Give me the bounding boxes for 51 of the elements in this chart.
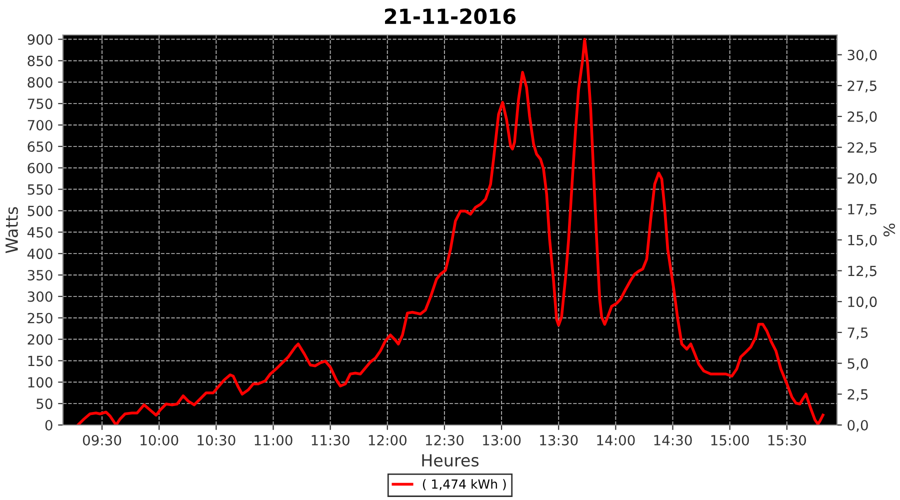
y2-tick-label: 15,0 (848, 234, 877, 247)
x-tick-label: 10:30 (198, 434, 236, 446)
y2-tick-label: 22,5 (848, 142, 876, 154)
y-tick-label: 450 (27, 227, 52, 238)
x-tick-label: 11:00 (254, 434, 292, 446)
y2-tick-label: 25,0 (848, 111, 877, 124)
y-tick-label: 50 (36, 398, 52, 410)
x-tick-label: 12:00 (368, 434, 406, 446)
x-tick-label: 09:30 (82, 434, 122, 446)
y-tick-label: 750 (28, 98, 52, 110)
y-tick-label: 350 (28, 270, 52, 280)
x-tick-label: 13:30 (540, 434, 578, 446)
x-tick-label: 14:30 (654, 434, 692, 446)
y-tick-label: 400 (27, 248, 52, 260)
y-tick-label: 800 (28, 77, 52, 88)
y2-tick-label: 12,5 (848, 266, 876, 278)
y-tick-label: 200 (28, 334, 52, 345)
y2-tick-label: 2,5 (848, 389, 868, 402)
x-tick-label: 10:00 (140, 434, 178, 446)
y2-tick-label: 20,0 (848, 173, 877, 186)
y-tick-label: 850 (28, 56, 52, 66)
line-series (76, 38, 824, 425)
y2-tick-label: 17,5 (848, 204, 876, 216)
y-tick-label: 550 (28, 184, 52, 195)
x-tick-label: 13:00 (483, 434, 521, 446)
x-tick-label: 15:00 (711, 434, 749, 446)
y-tick-label: 900 (28, 34, 52, 45)
y-axis-title: Watts (6, 207, 18, 254)
y2-tick-label: 7,5 (848, 328, 868, 340)
y-tick-label: 600 (28, 162, 52, 174)
y-tick-label: 0 (45, 420, 52, 430)
x-tick-label: 11:30 (312, 434, 350, 446)
x-tick-label: 12:30 (426, 434, 464, 446)
y-tick-label: 650 (28, 141, 52, 152)
y2-tick-label: 27,5 (848, 80, 876, 92)
legend-label: ( 1,474 kWh ) (422, 479, 506, 490)
chart-title: 21-11-2016 (385, 8, 516, 24)
y2-tick-label: 5,0 (848, 358, 868, 370)
y-tick-label: 250 (28, 312, 52, 324)
y-tick-label: 500 (28, 206, 52, 216)
y-tick-label: 300 (28, 291, 52, 302)
y2-tick-label: 0,0 (848, 420, 868, 432)
x-tick-label: 14:00 (597, 434, 635, 446)
y2-tick-label: 10,0 (848, 296, 877, 308)
y-tick-label: 150 (28, 356, 52, 366)
y2-tick-label: 30,0 (848, 50, 877, 62)
y-tick-label: 100 (28, 377, 52, 388)
y2-axis-title: % (883, 224, 896, 236)
x-axis-title: Heures (422, 454, 479, 467)
y-tick-label: 700 (28, 120, 52, 130)
x-tick-label: 15:30 (768, 434, 806, 446)
